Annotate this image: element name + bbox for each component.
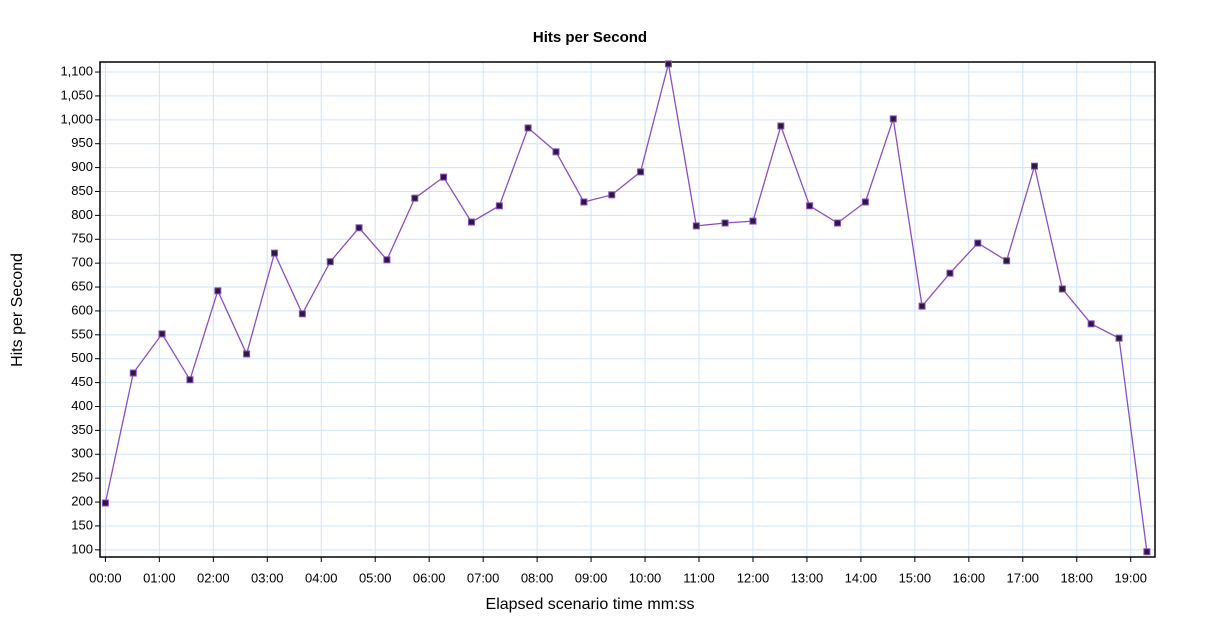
x-tick-label: 07:00 (467, 570, 500, 585)
data-point (552, 148, 560, 156)
y-tick-label: 250 (71, 470, 93, 485)
data-point (946, 269, 954, 277)
x-tick-label: 16:00 (953, 570, 986, 585)
data-point (1115, 334, 1123, 342)
data-point (580, 198, 588, 206)
y-tick-label: 950 (71, 135, 93, 150)
x-tick-label: 12:00 (737, 570, 770, 585)
data-point (440, 173, 448, 181)
data-point (918, 302, 926, 310)
x-tick-label: 00:00 (89, 570, 122, 585)
x-tick-label: 03:00 (251, 570, 284, 585)
x-tick-label: 13:00 (791, 570, 824, 585)
x-tick-label: 10:00 (629, 570, 662, 585)
data-point (383, 256, 391, 264)
data-point (749, 217, 757, 225)
y-tick-label: 500 (71, 350, 93, 365)
x-tick-label: 17:00 (1007, 570, 1040, 585)
x-tick-label: 15:00 (899, 570, 932, 585)
y-tick-label: 800 (71, 207, 93, 222)
data-point (861, 198, 869, 206)
y-tick-label: 400 (71, 398, 93, 413)
x-axis-title: Elapsed scenario time mm:ss (486, 596, 695, 613)
y-tick-label: 650 (71, 278, 93, 293)
data-point (214, 287, 222, 295)
data-point (298, 310, 306, 318)
y-tick-label: 850 (71, 183, 93, 198)
data-point (721, 219, 729, 227)
data-point (777, 122, 785, 130)
data-point (101, 499, 109, 507)
y-axis-title: Hits per Second (9, 253, 26, 367)
data-line (104, 63, 1148, 552)
data-point (355, 224, 363, 232)
data-point (974, 239, 982, 247)
data-point (524, 124, 532, 132)
y-tick-label: 600 (71, 302, 93, 317)
data-point (834, 219, 842, 227)
x-tick-label: 08:00 (521, 570, 554, 585)
y-tick-label: 750 (71, 231, 93, 246)
data-point (129, 369, 137, 377)
y-tick-label: 1,050 (60, 87, 93, 102)
plot-frame (99, 61, 1156, 558)
data-point (326, 258, 334, 266)
y-tick-label: 100 (71, 541, 93, 556)
x-tick-label: 01:00 (143, 570, 176, 585)
y-tick-label: 550 (71, 326, 93, 341)
x-tick-label: 05:00 (359, 570, 392, 585)
y-tick-label: 150 (71, 517, 93, 532)
x-tick-label: 18:00 (1060, 570, 1093, 585)
y-tick-label: 450 (71, 374, 93, 389)
data-point (243, 350, 251, 358)
data-point (637, 168, 645, 176)
x-tick-label: 02:00 (197, 570, 230, 585)
data-point (467, 218, 475, 226)
data-point (1058, 285, 1066, 293)
data-point (270, 249, 278, 257)
x-tick-label: 06:00 (413, 570, 446, 585)
data-point (186, 376, 194, 384)
data-point (806, 202, 814, 210)
x-tick-label: 09:00 (575, 570, 608, 585)
data-point (1030, 162, 1038, 170)
x-tick-label: 04:00 (305, 570, 338, 585)
chart-title: Hits per Second (533, 29, 647, 46)
data-point (889, 115, 897, 123)
y-tick-label: 200 (71, 493, 93, 508)
data-point (692, 222, 700, 230)
x-tick-label: 19:00 (1114, 570, 1147, 585)
y-tick-label: 900 (71, 159, 93, 174)
y-tick-label: 700 (71, 255, 93, 270)
data-point (608, 191, 616, 199)
data-point (1143, 548, 1151, 556)
x-tick-label: 11:00 (683, 570, 715, 585)
y-tick-label: 350 (71, 422, 93, 437)
data-point (664, 60, 672, 68)
y-tick-label: 300 (71, 446, 93, 461)
data-point (495, 202, 503, 210)
data-point (411, 194, 419, 202)
x-tick-label: 14:00 (845, 570, 878, 585)
y-tick-label: 1,000 (60, 111, 93, 126)
data-point (1003, 257, 1011, 265)
data-point (158, 330, 166, 338)
y-tick-label: 1,100 (60, 63, 93, 78)
data-point (1087, 320, 1095, 328)
